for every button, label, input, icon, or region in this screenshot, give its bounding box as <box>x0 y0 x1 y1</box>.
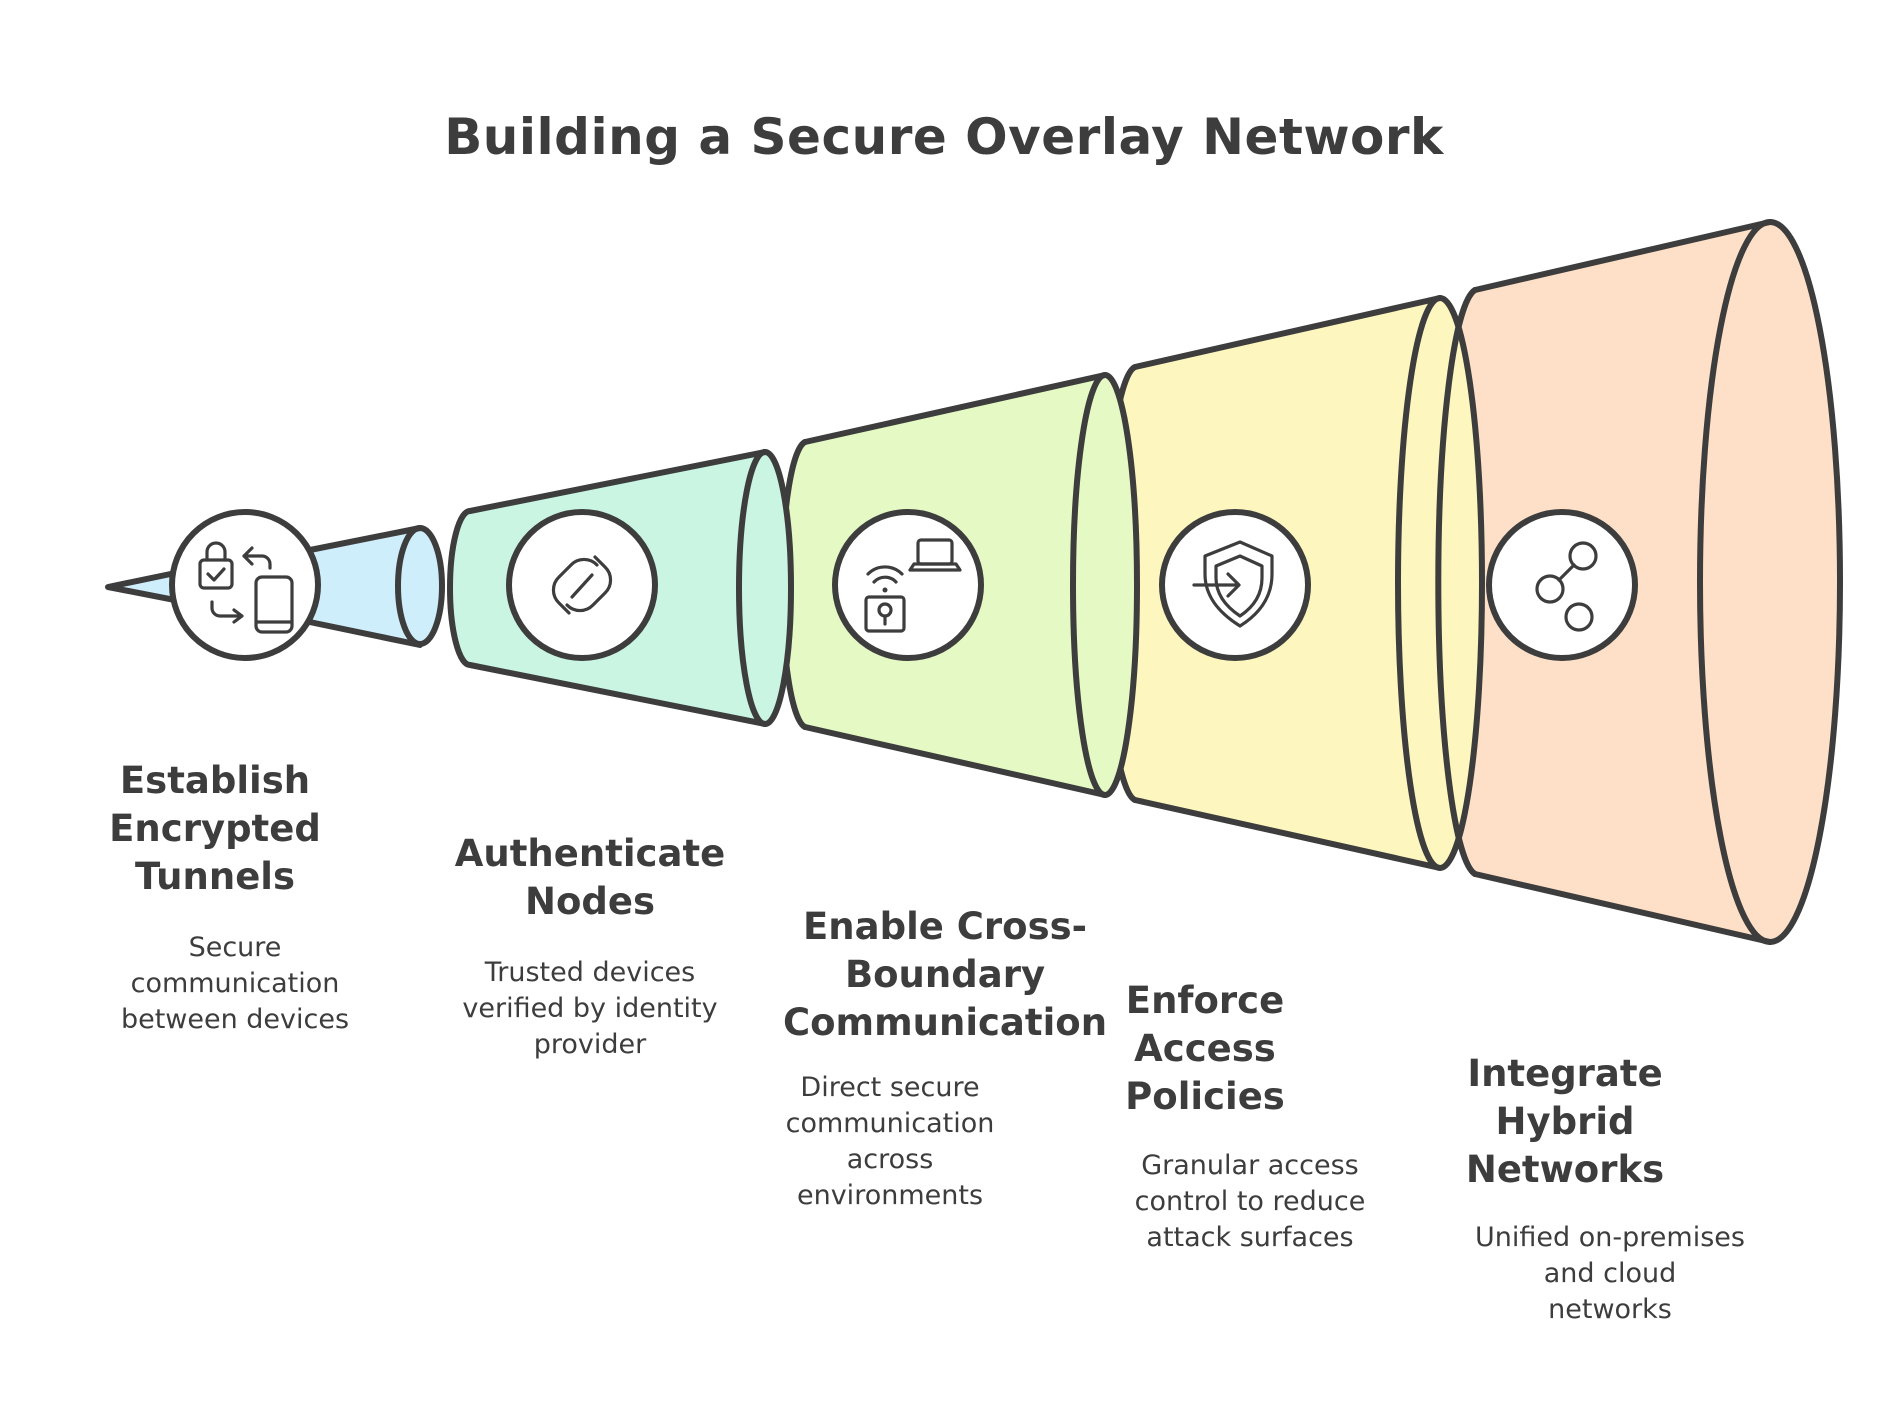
step-4-title: Enforce Access Policies <box>1125 979 1285 1118</box>
step-3-title: Enable Cross- Boundary Communication <box>782 905 1108 1044</box>
step-1-description: Secure communication between devices <box>120 932 350 1035</box>
step-3-description: Direct secure communication across envir… <box>785 1072 995 1211</box>
step-2-title: Authenticate Nodes <box>454 832 726 923</box>
lock-devices-icon <box>169 509 321 661</box>
network-nodes-icon <box>1486 509 1638 661</box>
wifi-laptop-lock-icon <box>832 509 984 661</box>
funnel-segment-1 <box>105 525 445 648</box>
shield-enter-icon <box>1159 509 1311 661</box>
step-1-title: Establish Encrypted Tunnels <box>109 759 321 898</box>
step-5-title: Integrate Hybrid Networks <box>1465 1052 1665 1191</box>
page-title: Building a Secure Overlay Network <box>444 108 1444 166</box>
link-icon <box>506 509 658 661</box>
step-5-description: Unified on-premises and cloud networks <box>1475 1222 1745 1325</box>
step-4-description: Granular access control to reduce attack… <box>1134 1150 1366 1253</box>
step-2-description: Trusted devices verified by identity pro… <box>462 957 718 1060</box>
